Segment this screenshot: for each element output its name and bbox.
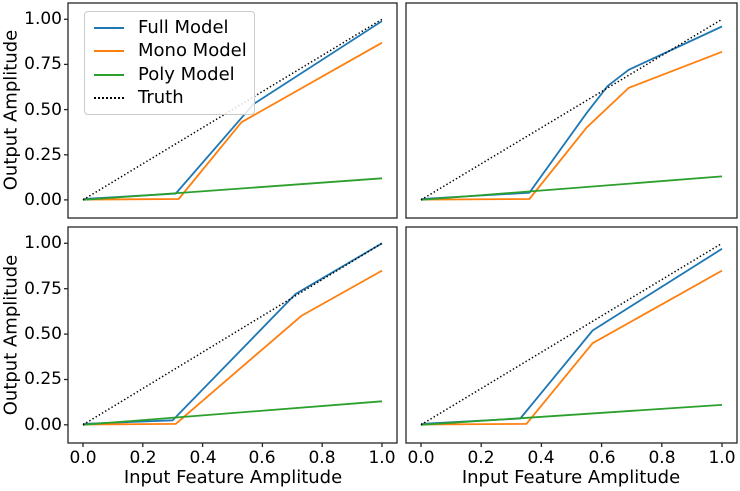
x-tick-label: 0.0 xyxy=(407,448,435,468)
y-tick-label: 0.75 xyxy=(24,279,62,299)
legend-label: Full Model xyxy=(138,16,229,38)
x-tick-label: 0.8 xyxy=(648,448,676,468)
y-tick-label: 0.00 xyxy=(24,415,62,435)
legend-item-poly-model: Poly Model xyxy=(94,63,246,87)
legend-swatch-full-model xyxy=(94,26,124,29)
legend-label: Poly Model xyxy=(138,63,235,85)
series-line-poly-model xyxy=(82,177,383,201)
y-tick-label: 0.50 xyxy=(24,324,62,344)
y-tick-label: 0.75 xyxy=(24,54,62,74)
legend: Full Model Mono Model Poly Model Truth xyxy=(84,11,255,115)
x-tick-label: 0.6 xyxy=(588,448,616,468)
y-tick-label: 0.00 xyxy=(24,190,62,210)
y-tick-label: 0.25 xyxy=(24,369,62,389)
series-line-truth xyxy=(420,242,723,426)
series-line-poly-model xyxy=(420,175,723,201)
legend-item-full-model: Full Model xyxy=(94,16,246,40)
x-tick-label: 0.4 xyxy=(527,448,555,468)
legend-swatch-mono-model xyxy=(94,50,124,53)
x-tick-label: 1.0 xyxy=(708,448,736,468)
legend-item-mono-model: Mono Model xyxy=(94,40,247,64)
legend-swatch-poly-model xyxy=(94,73,124,76)
plot-border xyxy=(405,2,738,219)
series-line-mono-model xyxy=(82,41,383,201)
plot-border xyxy=(405,226,738,444)
legend-swatch-truth xyxy=(94,97,124,100)
series-line-mono-model xyxy=(420,269,723,426)
y-tick-label: 1.00 xyxy=(24,233,62,253)
y-tick-label: 1.00 xyxy=(24,9,62,29)
plot-border xyxy=(67,226,398,444)
x-tick-label: 0.8 xyxy=(308,448,336,468)
series-line-poly-model xyxy=(420,404,723,426)
plot-border xyxy=(67,2,398,219)
legend-item-truth: Truth xyxy=(94,87,246,111)
legend-label: Truth xyxy=(138,87,184,109)
x-axis-label-right: Input Feature Amplitude xyxy=(461,467,681,488)
x-tick-label: 0.0 xyxy=(69,448,97,468)
legend-label: Mono Model xyxy=(138,40,247,62)
x-tick-label: 0.4 xyxy=(189,448,217,468)
series-line-mono-model xyxy=(420,50,723,201)
x-axis-label-left: Input Feature Amplitude xyxy=(123,467,343,488)
x-tick-label: 0.2 xyxy=(129,448,157,468)
y-tick-label: 0.25 xyxy=(24,145,62,165)
x-tick-label: 0.6 xyxy=(248,448,276,468)
x-tick-label: 0.2 xyxy=(467,448,495,468)
series-line-truth xyxy=(420,18,723,201)
series-line-mono-model xyxy=(82,269,383,426)
x-tick-label: 1.0 xyxy=(368,448,396,468)
series-line-truth xyxy=(82,242,383,426)
y-tick-label: 0.50 xyxy=(24,100,62,120)
series-line-poly-model xyxy=(82,400,383,426)
